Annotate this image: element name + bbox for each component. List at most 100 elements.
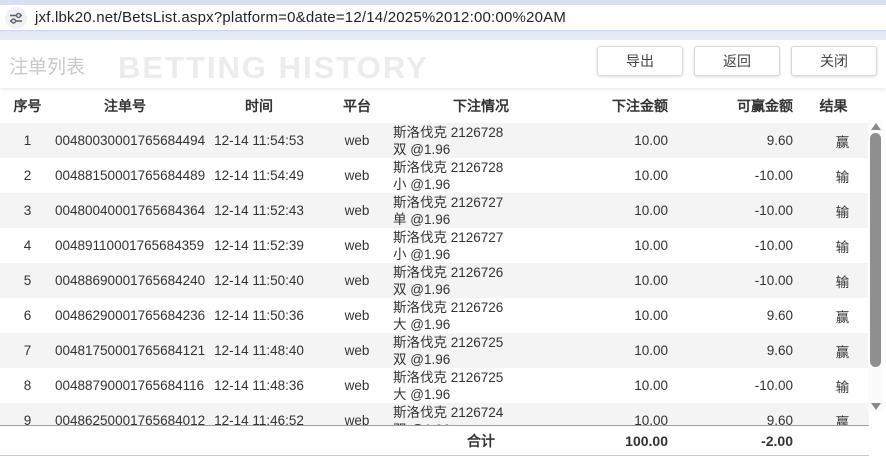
cell-bet-detail: 斯洛伐克 2126726 双 @1.96 (391, 264, 571, 298)
url-text[interactable]: jxf.lbk20.net/BetsList.aspx?platform=0&d… (35, 9, 567, 26)
cell-result: 输 (835, 239, 850, 255)
back-button[interactable]: 返回 (694, 46, 780, 76)
col-header-bet-id: 注单号 (104, 97, 146, 114)
table-row[interactable]: 5 00488690001765684240 12-14 11:50:40 we… (0, 263, 869, 298)
col-header-win-amount: 可赢金额 (737, 97, 793, 114)
cell-bet-amount: 10.00 (634, 308, 668, 323)
browser-lower-strip (0, 30, 886, 40)
cell-platform: web (344, 238, 370, 253)
bet-detail-line2: 双 @1.96 (393, 351, 451, 367)
table-header-row: 序号 注单号 时间 平台 下注情况 下注金额 可赢金额 结果 (0, 88, 886, 123)
cell-bet-detail: 斯洛伐克 2126725 双 @1.96 (391, 334, 571, 368)
cell-bet-id: 00486290001765684236 (55, 308, 206, 323)
scrollbar[interactable] (868, 120, 883, 412)
cell-result: 赢 (835, 309, 850, 325)
cell-no: 5 (23, 273, 32, 288)
cell-no: 9 (23, 413, 32, 425)
cell-bet-detail: 斯洛伐克 2126726 大 @1.96 (391, 299, 571, 333)
cell-bet-id: 00489110001765684359 (55, 238, 205, 253)
bet-detail-line1: 斯洛伐克 2126727 (393, 229, 504, 245)
cell-bet-amount: 10.00 (634, 238, 668, 253)
site-settings-icon[interactable] (5, 6, 27, 29)
bet-detail-line1: 斯洛伐克 2126726 (393, 264, 504, 280)
cell-bet-amount: 10.00 (634, 378, 668, 393)
table-row[interactable]: 7 00481750001765684121 12-14 11:48:40 we… (0, 333, 869, 368)
scroll-down-arrow-icon[interactable] (868, 400, 883, 412)
cell-platform: web (344, 273, 370, 288)
cell-time: 12-14 11:50:40 (214, 273, 304, 288)
cell-bet-id: 00486250001765684012 (55, 413, 206, 425)
bet-detail-line1: 斯洛伐克 2126725 (393, 334, 504, 350)
table-row[interactable]: 6 00486290001765684236 12-14 11:50:36 we… (0, 298, 869, 333)
scrollbar-track[interactable] (868, 132, 883, 400)
table-row[interactable]: 2 00488150001765684489 12-14 11:54:49 we… (0, 158, 869, 193)
cell-bet-amount: 10.00 (634, 168, 668, 183)
table-row[interactable]: 4 00489110001765684359 12-14 11:52:39 we… (0, 228, 869, 263)
cell-platform: web (344, 343, 370, 358)
bet-detail-line1: 斯洛伐克 2126726 (393, 299, 504, 315)
cell-time: 12-14 11:54:49 (214, 168, 304, 183)
cell-time: 12-14 11:54:53 (214, 133, 304, 148)
bet-detail-line2: 双 @1.96 (393, 421, 571, 426)
bet-detail-line1: 斯洛伐克 2126728 (393, 124, 504, 140)
cell-bet-amount: 10.00 (634, 413, 668, 425)
cell-no: 2 (23, 168, 32, 183)
cell-bet-id: 00480040001765684364 (55, 203, 206, 218)
footer-bet-amount-total: 100.00 (625, 432, 668, 449)
cell-bet-id: 00481750001765684121 (55, 343, 206, 358)
cell-no: 7 (23, 343, 32, 358)
cell-time: 12-14 11:52:39 (214, 238, 304, 253)
cell-win-amount: -10.00 (754, 378, 793, 393)
cell-no: 1 (23, 133, 32, 148)
tune-icon (10, 12, 22, 24)
close-button[interactable]: 关闭 (791, 46, 877, 76)
cell-win-amount: 9.60 (766, 343, 793, 358)
cell-time: 12-14 11:48:36 (214, 378, 304, 393)
table-row[interactable]: 3 00480040001765684364 12-14 11:52:43 we… (0, 193, 869, 228)
bet-detail-line2: 小 @1.96 (393, 176, 451, 192)
cell-bet-id: 00488790001765684116 (55, 378, 205, 393)
cell-result: 赢 (835, 134, 850, 150)
betting-history-page: BETTING HISTORY 注单列表 导出 返回 关闭 序号 注单号 时间 … (0, 40, 886, 464)
bet-detail-line2: 大 @1.96 (393, 316, 451, 332)
cell-time: 12-14 11:48:40 (214, 343, 304, 358)
bet-detail-line1: 斯洛伐克 2126724 (393, 404, 504, 420)
col-header-platform: 平台 (343, 97, 371, 114)
cell-no: 3 (23, 203, 32, 218)
cell-result: 赢 (835, 414, 850, 426)
bet-detail-line1: 斯洛伐克 2126725 (393, 369, 504, 385)
cell-platform: web (344, 413, 370, 425)
table-body[interactable]: 1 00480030001765684494 12-14 11:54:53 we… (0, 123, 869, 425)
bet-detail-line2: 大 @1.96 (393, 386, 451, 402)
cell-result: 赢 (835, 344, 850, 360)
col-header-bet-amount: 下注金额 (612, 97, 668, 114)
cell-bet-amount: 10.00 (634, 273, 668, 288)
table-row[interactable]: 1 00480030001765684494 12-14 11:54:53 we… (0, 123, 869, 158)
table-row[interactable]: 8 00488790001765684116 12-14 11:48:36 we… (0, 368, 869, 403)
cell-bet-detail: 斯洛伐克 2126727 单 @1.96 (391, 194, 571, 228)
cell-bet-amount: 10.00 (634, 203, 668, 218)
cell-result: 输 (835, 274, 850, 290)
cell-win-amount: 9.60 (766, 133, 793, 148)
cell-platform: web (344, 168, 370, 183)
watermark-text: BETTING HISTORY (118, 50, 429, 85)
col-header-no: 序号 (13, 97, 42, 114)
bet-detail-line2: 双 @1.96 (393, 141, 451, 157)
bet-detail-line2: 单 @1.96 (393, 211, 451, 227)
cell-win-amount: -10.00 (754, 168, 793, 183)
export-button[interactable]: 导出 (597, 46, 683, 76)
cell-bet-id: 00488690001765684240 (55, 273, 206, 288)
browser-url-bar[interactable]: jxf.lbk20.net/BetsList.aspx?platform=0&d… (0, 5, 886, 30)
cell-no: 6 (23, 308, 32, 323)
button-group: 导出 返回 关闭 (597, 46, 877, 76)
scrollbar-thumb[interactable] (870, 133, 881, 367)
bet-detail-line2: 小 @1.96 (393, 246, 451, 262)
cell-bet-detail: 斯洛伐克 2126727 小 @1.96 (391, 229, 571, 263)
cell-bet-id: 00480030001765684494 (55, 133, 206, 148)
cell-platform: web (344, 308, 370, 323)
footer-total-label: 合计 (467, 432, 495, 449)
cell-bet-amount: 10.00 (634, 343, 668, 358)
table-row[interactable]: 9 00486250001765684012 12-14 11:46:52 we… (0, 403, 869, 425)
bet-detail-line1: 斯洛伐克 2126728 (393, 159, 504, 175)
scroll-up-arrow-icon[interactable] (868, 120, 883, 132)
